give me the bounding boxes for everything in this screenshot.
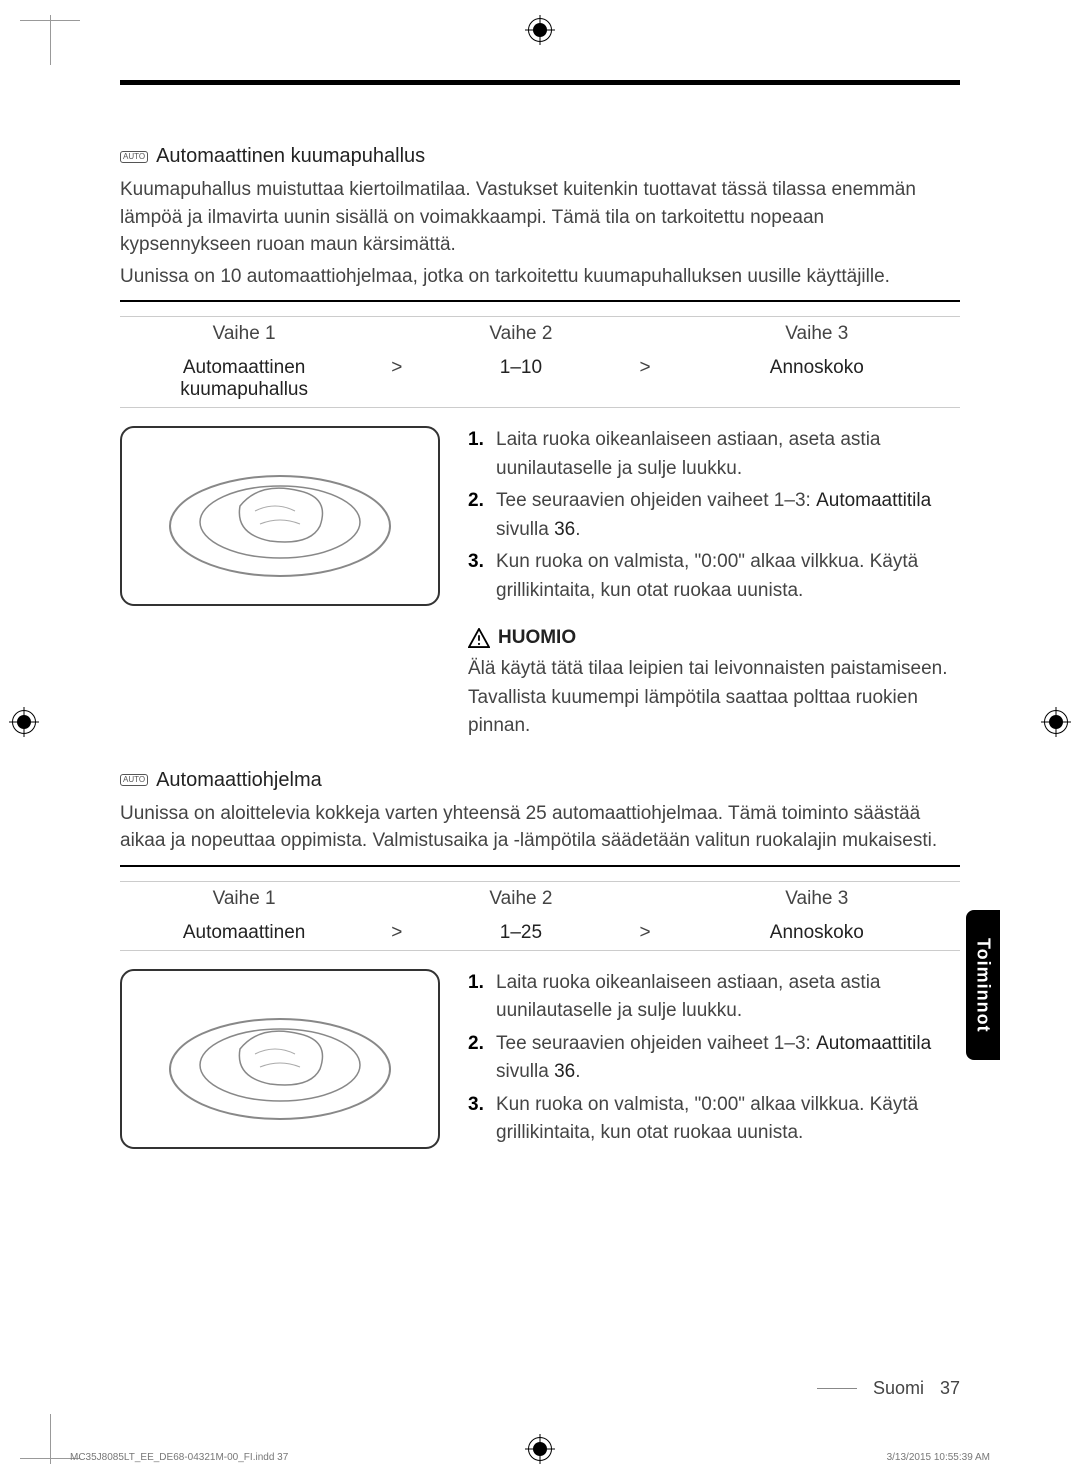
chevron-icon: > — [368, 357, 425, 401]
step-header: Vaihe 3 — [674, 888, 960, 910]
plate-illustration — [120, 426, 440, 606]
instruction-text: Tee seuraavien ohjeiden vaiheet 1–3: Aut… — [496, 1030, 960, 1087]
step-header: Vaihe 2 — [425, 888, 616, 910]
instruction-text: Laita ruoka oikeanlaiseen astiaan, aseta… — [496, 426, 960, 483]
auto-program-icon: AUTO — [120, 774, 148, 786]
warning-title: HUOMIO — [498, 627, 576, 649]
side-tab-label: Toiminnot — [973, 938, 994, 1033]
instruction-text: Laita ruoka oikeanlaiseen astiaan, aseta… — [496, 969, 960, 1026]
step-value: 1–25 — [425, 922, 616, 944]
section2-steps-table: Vaihe 1 Vaihe 2 Vaihe 3 Automaattinen > … — [120, 881, 960, 951]
top-rule — [120, 80, 960, 85]
divider — [120, 865, 960, 867]
footer-lang: Suomi — [873, 1378, 924, 1399]
section2-title: AUTO Automaattiohjelma — [120, 769, 960, 792]
instruction-text: Tee seuraavien ohjeiden vaiheet 1–3: Aut… — [496, 487, 960, 544]
page-footer: Suomi 37 — [817, 1378, 960, 1399]
step-value: kuumapuhallus — [120, 379, 368, 401]
warning-block: HUOMIO Älä käytä tätä tilaa leipien tai … — [468, 627, 960, 741]
step-value: Annoskoko — [674, 357, 960, 401]
footer-page: 37 — [940, 1378, 960, 1399]
step-value: Automaattinen — [120, 922, 368, 944]
chevron-icon: > — [616, 357, 673, 401]
step-header: Vaihe 1 — [120, 323, 368, 345]
section1-steps-table: Vaihe 1 Vaihe 2 Vaihe 3 Automaattinen ku… — [120, 316, 960, 408]
print-date: 3/13/2015 10:55:39 AM — [887, 1452, 990, 1463]
section1-title: AUTO Automaattinen kuumapuhallus — [120, 145, 960, 168]
warning-icon — [468, 628, 490, 648]
instruction-text: Kun ruoka on valmista, "0:00" alkaa vilk… — [496, 548, 960, 605]
chevron-icon: > — [616, 922, 673, 944]
print-file: MC35J8085LT_EE_DE68-04321M-00_FI.indd 37 — [70, 1452, 288, 1463]
step-value: Annoskoko — [674, 922, 960, 944]
print-metadata: MC35J8085LT_EE_DE68-04321M-00_FI.indd 37… — [70, 1452, 990, 1463]
section2-title-text: Automaattiohjelma — [156, 769, 322, 792]
step-header: Vaihe 3 — [674, 323, 960, 345]
step-value: Automaattinen — [120, 357, 368, 379]
step-header: Vaihe 2 — [425, 323, 616, 345]
section1-instructions: 1.Laita ruoka oikeanlaiseen astiaan, ase… — [468, 426, 960, 609]
section1-para2: Uunissa on 10 automaattiohjelmaa, jotka … — [120, 263, 960, 291]
side-tab: Toiminnot — [966, 910, 1000, 1060]
auto-heat-icon: AUTO — [120, 151, 148, 163]
step-value: 1–10 — [425, 357, 616, 401]
plate-illustration — [120, 969, 440, 1149]
chevron-icon: > — [368, 922, 425, 944]
warning-text: Älä käytä tätä tilaa leipien tai leivonn… — [468, 655, 960, 741]
divider — [120, 300, 960, 302]
section2-para1: Uunissa on aloittelevia kokkeja varten y… — [120, 800, 960, 855]
section1-title-text: Automaattinen kuumapuhallus — [156, 145, 425, 168]
section1-para1: Kuumapuhallus muistuttaa kiertoilmatilaa… — [120, 176, 960, 259]
section2-instructions: 1.Laita ruoka oikeanlaiseen astiaan, ase… — [468, 969, 960, 1152]
step-header: Vaihe 1 — [120, 888, 368, 910]
instruction-text: Kun ruoka on valmista, "0:00" alkaa vilk… — [496, 1091, 960, 1148]
